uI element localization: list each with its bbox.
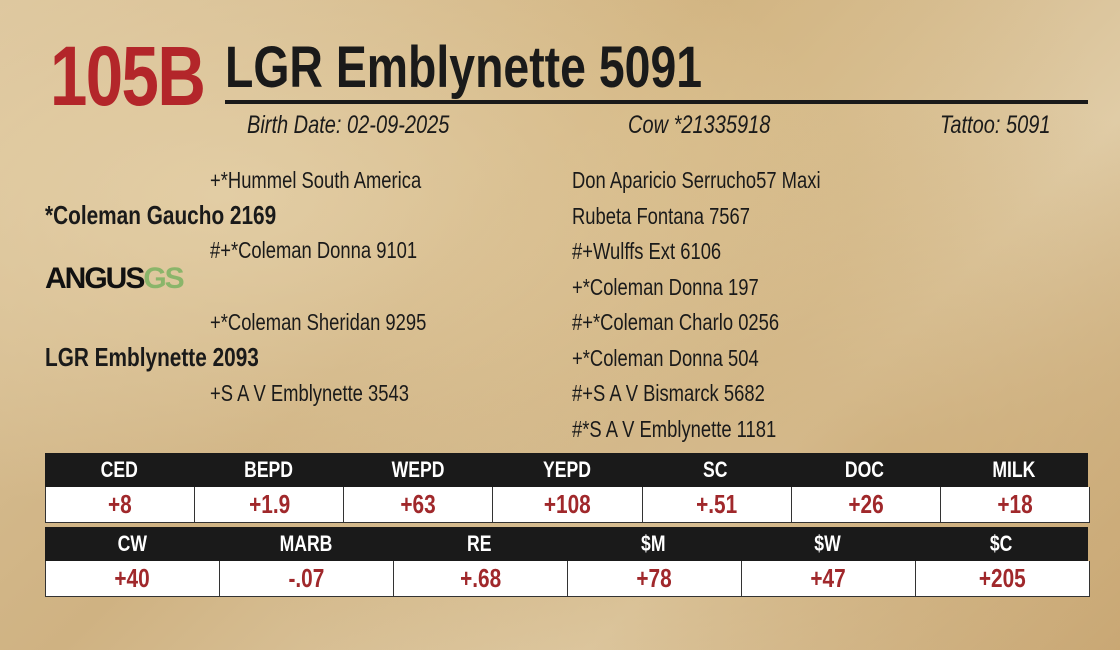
epd-header: $C: [989, 531, 1013, 556]
epd-value: +205: [979, 563, 1026, 593]
pedigree-entry: +*Coleman Sheridan 9295: [210, 309, 427, 335]
epd-header: YEPD: [542, 457, 591, 482]
dam: LGR Emblynette 2093: [45, 342, 259, 372]
epd-header-cell: CED: [45, 453, 194, 487]
epd-header-cell: SC: [641, 453, 790, 487]
epd-header: MARB: [279, 531, 333, 556]
epd-value: +108: [544, 489, 591, 519]
logo-suffix: GS: [143, 262, 184, 295]
epd-value: -.07: [288, 563, 325, 593]
epd-value-row: +40 -.07 +.68 +78 +47 +205: [45, 561, 1090, 597]
epd-header: BEPD: [244, 457, 293, 482]
animal-name: LGR Emblynette 5091: [225, 35, 703, 100]
epd-header: $M: [641, 531, 666, 556]
epd-value: +1.9: [248, 489, 290, 519]
pedigree-entry: #+S A V Bismarck 5682: [572, 380, 765, 406]
epd-value: +63: [400, 489, 436, 519]
epd-header-cell: MILK: [939, 453, 1088, 487]
epd-header: WEPD: [391, 457, 444, 482]
epd-header-cell: $W: [740, 527, 914, 561]
pedigree-entry: #+Wulffs Ext 6106: [572, 238, 722, 264]
epd-value-row: +8 +1.9 +63 +108 +.51 +26 +18: [45, 487, 1090, 523]
epd-value: +47: [810, 563, 847, 593]
epd-value-cell: +8: [46, 487, 196, 522]
epd-value: +18: [997, 489, 1033, 519]
epd-value-cell: +78: [568, 561, 742, 596]
epd-header-cell: CW: [45, 527, 219, 561]
epd-value: +78: [636, 563, 673, 593]
epd-value-cell: +.51: [643, 487, 792, 522]
epd-header-row: CW MARB RE $M $W $C: [45, 527, 1088, 561]
epd-header-cell: DOC: [790, 453, 939, 487]
epd-header: $W: [814, 531, 841, 556]
epd-header: SC: [703, 457, 728, 482]
pedigree-entry: Rubeta Fontana 7567: [572, 202, 751, 229]
epd-value: +40: [114, 563, 151, 593]
epd-value-cell: +18: [941, 487, 1089, 522]
epd-header-cell: BEPD: [194, 453, 343, 487]
pedigree-entry: #*S A V Emblynette 1181: [572, 415, 777, 442]
pedigree-entry: #+*Coleman Donna 9101: [210, 237, 418, 263]
epd-header-cell: $M: [566, 527, 740, 561]
lot-number: 105B: [50, 29, 206, 123]
epd-value: +8: [108, 489, 132, 519]
epd-header-cell: $C: [914, 527, 1088, 561]
epd-value: +26: [848, 489, 884, 519]
epd-value-cell: +.68: [394, 561, 568, 596]
pedigree-entry: +S A V Emblynette 3543: [210, 380, 409, 406]
epd-value-cell: +40: [46, 561, 220, 596]
epd-value-cell: -.07: [220, 561, 394, 596]
epd-header: RE: [467, 531, 492, 556]
epd-value: +.68: [459, 563, 502, 593]
title-rule: [225, 100, 1088, 104]
pedigree-entry: +*Coleman Donna 504: [572, 344, 759, 371]
pedigree-entry: +*Hummel South America: [210, 167, 422, 193]
epd-header-cell: WEPD: [343, 453, 492, 487]
epd-header-cell: MARB: [219, 527, 393, 561]
epd-value-cell: +108: [493, 487, 643, 522]
epd-value: +.51: [696, 489, 738, 519]
registration: Cow *21335918: [628, 111, 771, 139]
epd-header: MILK: [991, 457, 1035, 482]
epd-header: CW: [117, 531, 147, 556]
birth-date: Birth Date: 02-09-2025: [247, 111, 450, 139]
epd-value-cell: +63: [344, 487, 494, 522]
pedigree-entry: Don Aparicio Serrucho57 Maxi: [572, 167, 821, 193]
tattoo: Tattoo: 5091: [940, 111, 1051, 139]
logo: ANGUSGS: [45, 262, 185, 296]
logo-text: ANGUS: [45, 262, 145, 295]
epd-value-cell: +26: [792, 487, 941, 522]
pedigree-entry: +*Coleman Donna 197: [572, 273, 759, 300]
pedigree-entry: #+*Coleman Charlo 0256: [572, 309, 780, 335]
epd-header: CED: [100, 457, 139, 482]
epd-header: DOC: [844, 457, 885, 482]
epd-value-cell: +1.9: [195, 487, 345, 522]
epd-value-cell: +47: [742, 561, 916, 596]
epd-value-cell: +205: [916, 561, 1089, 596]
epd-header-row: CED BEPD WEPD YEPD SC DOC MILK: [45, 453, 1088, 487]
epd-header-cell: RE: [393, 527, 567, 561]
sire: *Coleman Gaucho 2169: [45, 200, 277, 230]
epd-header-cell: YEPD: [492, 453, 641, 487]
